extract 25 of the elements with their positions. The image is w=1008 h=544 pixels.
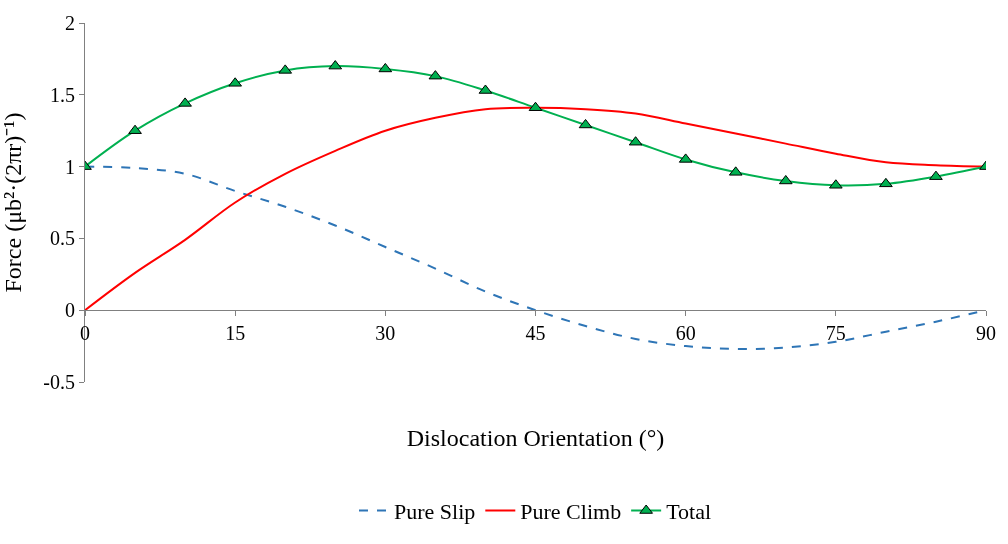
y-tick-label: 0: [65, 299, 75, 322]
y-tick-label: 0.5: [50, 227, 75, 250]
x-tick-label: 75: [825, 322, 846, 345]
x-tick-label: 60: [675, 322, 696, 345]
point: [929, 170, 943, 180]
y-tick-label: 2: [65, 12, 75, 34]
x-tick-label: 90: [976, 322, 996, 345]
x-tick-label: 15: [225, 322, 246, 345]
point: [578, 118, 593, 129]
point: [879, 177, 893, 188]
x-axis-title: Dislocation Orientation (°): [406, 424, 665, 451]
x-tick-label: 45: [525, 322, 546, 345]
point: [128, 124, 142, 134]
x-tick-label: 30: [375, 322, 396, 345]
legend-label: Pure Climb: [520, 499, 622, 525]
y-tick-label: -0.5: [43, 371, 75, 393]
point: [178, 97, 192, 107]
y-tick-label: 1.5: [50, 83, 75, 106]
point: [778, 174, 793, 185]
y-tick-label: 1: [65, 155, 75, 178]
legend-label: Pure Slip: [394, 499, 476, 525]
point: [378, 62, 393, 73]
x-tick-label: 0: [80, 322, 90, 345]
legend-label: Total: [666, 499, 712, 525]
y-axis-title: Force (μb²·(2πr)⁻¹): [0, 112, 26, 293]
